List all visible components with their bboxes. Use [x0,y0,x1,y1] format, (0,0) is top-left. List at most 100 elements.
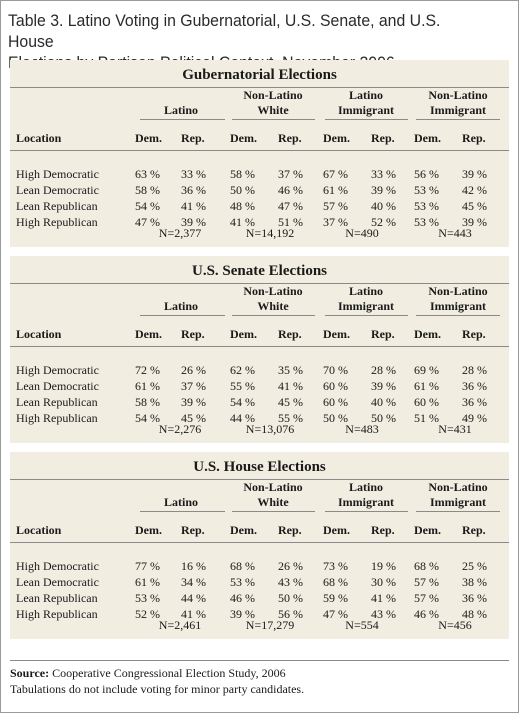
rep-column-header: Rep. [181,131,205,145]
rep-value-cell: 45 % [462,199,487,213]
dem-value-cell: 60 % [323,379,348,393]
rep-column-header: Rep. [371,131,395,145]
group-header-text: Non-Latino White [243,88,302,118]
group-header-line2: White [257,495,289,509]
row-label: High Republican [16,411,98,425]
group-header-line1: Non-Latino [428,88,488,102]
rep-value-cell: 44 % [181,591,206,605]
rep-value-cell: 36 % [181,183,206,197]
source-label: Source: [10,666,50,680]
rep-value-cell: 39 % [181,215,206,229]
rep-value-cell: 33 % [181,167,206,181]
rep-value-cell: 39 % [371,379,396,393]
group-header: Latino [131,284,231,314]
dem-value-cell: 58 % [135,395,160,409]
rep-value-cell: 28 % [462,363,487,377]
group-header: Latino [131,480,231,510]
rep-value-cell: 36 % [462,395,487,409]
rep-value-cell: 39 % [181,395,206,409]
table-row: High Democratic 63 % 33 % 58 % 37 % 67 % 33 % 5… [10,166,509,182]
dem-value-cell: 53 % [414,183,439,197]
rep-value-cell: 33 % [371,167,396,181]
rep-value-cell: 40 % [371,395,396,409]
group-header-line1: Non-Latino [243,480,303,494]
rep-value-cell: 43 % [371,607,396,621]
group-header-line1: Non-Latino [428,284,488,298]
panel-title-rule [10,479,509,480]
group-header-line2: Latino [163,299,198,313]
rep-value-cell: 39 % [462,167,487,181]
group-header-line2: Immigrant [338,495,394,509]
group-header: Non-Latino Immigrant [408,88,508,118]
rep-value-cell: 55 % [278,411,303,425]
sample-size: N=2,377 [158,226,202,240]
dem-column-header: Dem. [414,327,441,341]
rep-column-header: Rep. [371,327,395,341]
group-header: Non-Latino Immigrant [408,284,508,314]
dem-column-header: Dem. [230,523,257,537]
dem-value-cell: 47 % [135,215,160,229]
rep-value-cell: 41 % [371,591,396,605]
group-underline [325,511,408,512]
row-label: Lean Republican [16,199,98,213]
group-header: Non-Latino White [223,480,323,510]
group-header: Latino Immigrant [316,480,416,510]
table-row: Lean Democratic 61 % 34 % 53 % 43 % 68 % 30 % 5… [10,574,509,590]
group-header-line2: Latino [163,103,198,117]
rep-value-cell: 46 % [278,183,303,197]
rep-value-cell: 50 % [371,411,396,425]
rep-value-cell: 41 % [181,607,206,621]
dem-value-cell: 59 % [323,591,348,605]
rep-value-cell: 30 % [371,575,396,589]
group-header-text: Latino [164,299,198,314]
column-header-rule [10,150,509,151]
group-underline [416,119,500,120]
dem-value-cell: 61 % [135,379,160,393]
dem-value-cell: 37 % [323,215,348,229]
rep-value-cell: 34 % [181,575,206,589]
group-underline [416,315,500,316]
rep-value-cell: 43 % [278,575,303,589]
rep-value-cell: 37 % [181,379,206,393]
dem-value-cell: 61 % [414,379,439,393]
group-header-line2: Immigrant [430,495,486,509]
rep-value-cell: 40 % [371,199,396,213]
row-label: High Democratic [16,559,99,573]
panel-title: U.S. House Elections [193,459,326,475]
dem-value-cell: 73 % [323,559,348,573]
dem-value-cell: 72 % [135,363,160,377]
dem-column-header: Dem. [323,131,350,145]
dem-value-cell: 60 % [323,395,348,409]
dem-value-cell: 70 % [323,363,348,377]
row-label: High Republican [16,215,98,229]
dem-column-header: Dem. [323,327,350,341]
dem-value-cell: 68 % [230,559,255,573]
rep-column-header: Rep. [462,523,486,537]
group-underline [140,511,225,512]
row-label: High Republican [16,607,98,621]
dem-value-cell: 50 % [323,411,348,425]
rep-value-cell: 35 % [278,363,303,377]
table-row: High Democratic 77 % 16 % 68 % 26 % 73 % 19 % 6… [10,558,509,574]
dem-value-cell: 44 % [230,411,255,425]
rep-value-cell: 38 % [462,575,487,589]
dem-column-header: Dem. [230,131,257,145]
dem-value-cell: 52 % [135,607,160,621]
group-header-text: Latino [164,103,198,118]
sample-size: N=490 [345,226,379,240]
group-underline [325,315,408,316]
group-header-line1: Latino [348,480,383,494]
dem-value-cell: 60 % [414,395,439,409]
sample-size: N=443 [438,226,472,240]
dem-value-cell: 61 % [135,575,160,589]
group-header-line1: Latino [348,284,383,298]
row-label: Lean Democratic [16,379,99,393]
dem-value-cell: 53 % [414,199,439,213]
dem-value-cell: 68 % [414,559,439,573]
group-header-line1: Latino [348,88,383,102]
panel-title: U.S. Senate Elections [192,263,327,279]
group-underline [232,119,315,120]
rep-column-header: Rep. [278,523,302,537]
dem-value-cell: 56 % [414,167,439,181]
dem-value-cell: 58 % [230,167,255,181]
